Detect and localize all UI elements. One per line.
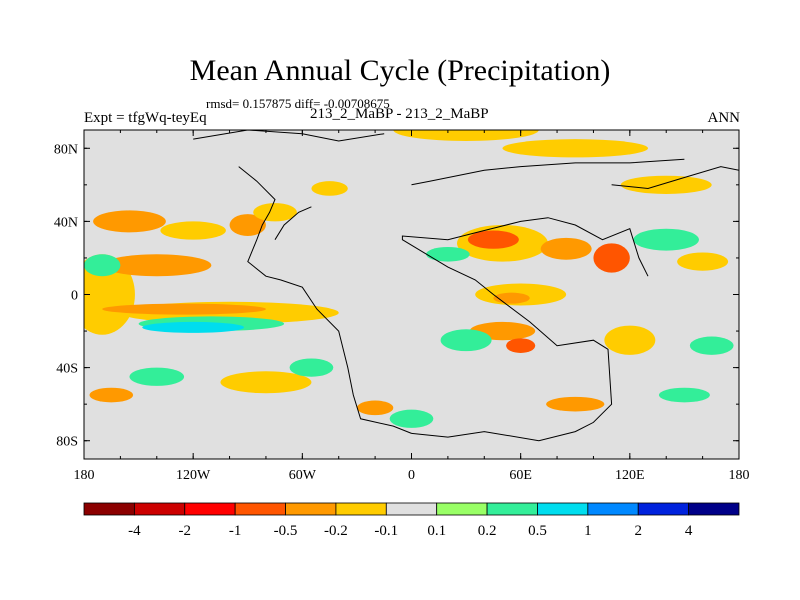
y-tick-label: 80N bbox=[54, 142, 78, 157]
colorbar-swatch bbox=[133, 502, 186, 516]
coastline bbox=[401, 217, 649, 442]
anomaly-region bbox=[142, 321, 245, 333]
anomaly-region bbox=[506, 338, 536, 353]
x-tick-label: 0 bbox=[408, 468, 415, 483]
anomaly-region bbox=[633, 228, 699, 251]
experiment-label: Expt = tfgWq-teyEq bbox=[84, 110, 207, 126]
colorbar-swatch bbox=[688, 502, 740, 516]
anomaly-region bbox=[593, 243, 630, 273]
colorbar-swatch bbox=[285, 502, 337, 516]
colorbar-label: -2 bbox=[179, 523, 192, 539]
colorbar-swatch bbox=[637, 502, 690, 516]
anomaly-region bbox=[620, 175, 712, 194]
coastline bbox=[238, 166, 281, 281]
season-label: ANN bbox=[707, 110, 741, 126]
colorbar-label: 2 bbox=[634, 523, 642, 539]
colorbar-swatch bbox=[436, 502, 488, 516]
y-tick-label: 0 bbox=[71, 289, 78, 304]
y-tick-label: 40S bbox=[56, 362, 78, 377]
anomaly-region bbox=[604, 325, 656, 355]
coastline bbox=[411, 158, 685, 186]
coastline bbox=[274, 206, 312, 240]
anomaly-region bbox=[393, 130, 539, 141]
anomaly-region bbox=[311, 181, 348, 196]
anomaly-region bbox=[289, 358, 334, 377]
colorbar-label: 1 bbox=[584, 523, 592, 539]
anomaly-region bbox=[89, 387, 134, 403]
anomaly-region bbox=[389, 409, 434, 428]
anomaly-region bbox=[540, 237, 592, 260]
anomaly-region bbox=[102, 254, 212, 277]
x-tick-label: 180 bbox=[729, 468, 750, 483]
anomaly-region bbox=[658, 387, 710, 403]
anomaly-region bbox=[229, 214, 266, 237]
coastline bbox=[611, 166, 739, 190]
anomaly-region bbox=[467, 230, 519, 249]
colorbar-label: -0.2 bbox=[324, 523, 348, 539]
runs-label: 213_2_MaBP - 213_2_MaBP bbox=[310, 106, 489, 122]
anomaly-region bbox=[129, 367, 185, 386]
colorbar-swatch bbox=[184, 502, 236, 516]
x-tick-label: 120E bbox=[615, 468, 645, 483]
anomaly-region bbox=[93, 210, 166, 233]
x-tick-label: 60E bbox=[509, 468, 532, 483]
anomaly-region bbox=[426, 246, 470, 262]
colorbar-label: 4 bbox=[685, 523, 693, 539]
colorbar-label: 0.5 bbox=[528, 523, 547, 539]
anomaly-region bbox=[253, 203, 297, 222]
anomaly-region bbox=[160, 221, 226, 240]
anomaly-region bbox=[220, 371, 312, 394]
colorbar-swatch bbox=[335, 502, 387, 516]
colorbar-label: -0.5 bbox=[274, 523, 298, 539]
colorbar-label: -0.1 bbox=[374, 523, 398, 539]
anomaly-region bbox=[84, 254, 121, 277]
stats-line: rmsd= 0.157875 diff= -0.00708675 bbox=[206, 96, 390, 111]
y-tick-label: 80S bbox=[56, 435, 78, 450]
anomaly-region bbox=[689, 336, 734, 355]
x-tick-label: 60W bbox=[289, 468, 317, 483]
colorbar-swatch bbox=[83, 502, 135, 516]
x-tick-label: 180 bbox=[74, 468, 95, 483]
anomaly-region bbox=[677, 252, 729, 271]
y-tick-label: 40N bbox=[54, 215, 78, 230]
colorbar-swatch bbox=[537, 502, 589, 516]
colorbar-label: 0.1 bbox=[427, 523, 446, 539]
colorbar-label: -1 bbox=[229, 523, 242, 539]
colorbar-swatch bbox=[385, 502, 438, 516]
colorbar-swatch bbox=[486, 502, 538, 516]
chart-title: Mean Annual Cycle (Precipitation) bbox=[189, 54, 611, 87]
x-tick-label: 120W bbox=[176, 468, 211, 483]
colorbar-label: -4 bbox=[128, 523, 141, 539]
coastline bbox=[280, 279, 412, 434]
anomaly-region bbox=[546, 396, 605, 412]
anomaly-region bbox=[102, 303, 266, 315]
colorbar-label: 0.2 bbox=[478, 523, 497, 539]
colorbar-swatch bbox=[234, 502, 286, 516]
anomaly-region bbox=[440, 329, 492, 352]
colorbar-swatch bbox=[587, 502, 639, 516]
anomaly-region bbox=[502, 139, 649, 158]
anomaly-region bbox=[356, 400, 394, 416]
